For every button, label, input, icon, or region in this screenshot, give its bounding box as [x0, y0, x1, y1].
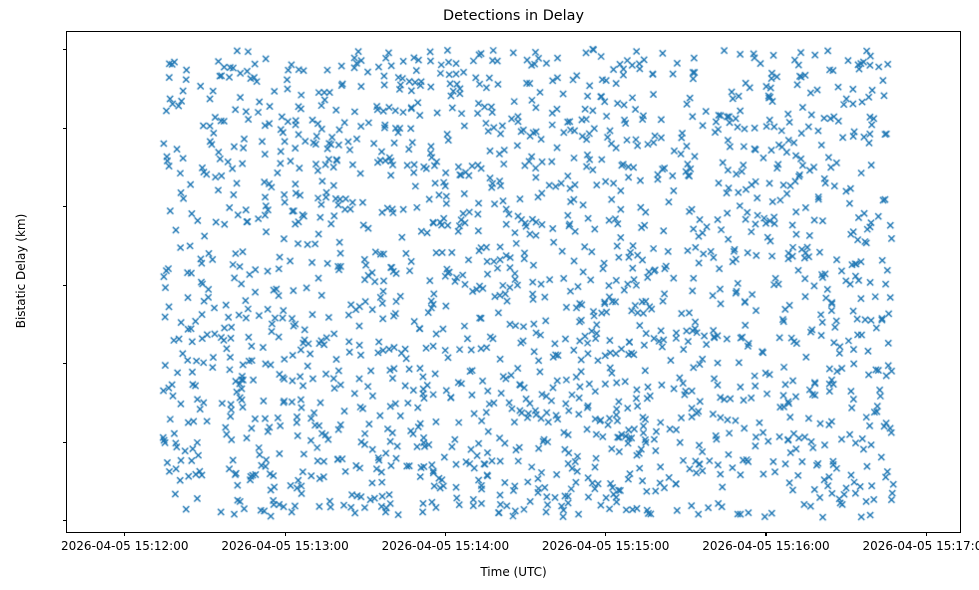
- x-tick-mark: [444, 532, 446, 536]
- y-axis-label: Bistatic Delay (km): [14, 213, 28, 329]
- x-tick-label: 2026-04-05 15:13:00: [221, 539, 349, 553]
- page-title: Detections in Delay: [443, 8, 584, 24]
- x-tick-label: 2026-04-05 15:12:00: [61, 539, 189, 553]
- plot-area[interactable]: [66, 31, 961, 533]
- x-tick-mark: [925, 532, 927, 536]
- x-tick-mark: [765, 532, 767, 536]
- y-tick-mark: [62, 519, 67, 522]
- x-tick-label: 2026-04-05 15:15:00: [541, 539, 670, 553]
- y-tick-mark: [62, 49, 67, 51]
- y-tick-mark: [62, 363, 67, 365]
- y-tick-mark: [62, 206, 67, 208]
- y-tick-mark: [62, 284, 67, 286]
- x-tick-mark: [605, 532, 607, 536]
- x-axis-label: Time (UTC): [480, 565, 547, 579]
- x-tick-mark: [284, 532, 286, 536]
- x-tick-label: 2026-04-05 15:17:00: [862, 539, 979, 553]
- x-tick-mark: [124, 532, 126, 536]
- y-tick-mark: [62, 127, 67, 129]
- y-tick-mark: [62, 441, 67, 443]
- x-tick-label: 2026-04-05 15:14:00: [381, 539, 510, 553]
- scatter-series: [67, 32, 960, 532]
- x-tick-label: 2026-04-05 15:16:00: [702, 539, 830, 553]
